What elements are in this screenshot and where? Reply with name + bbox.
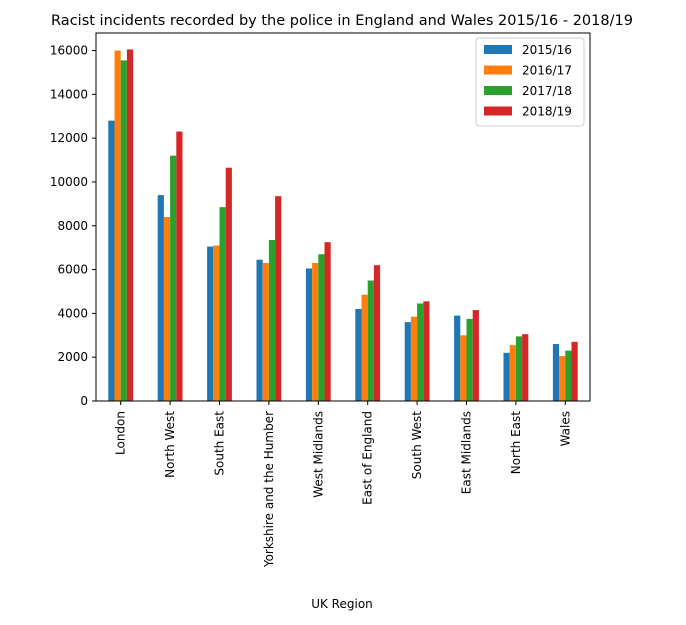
legend-swatch (484, 86, 512, 95)
legend-swatch (484, 106, 512, 116)
x-tick-label: Wales (558, 411, 572, 446)
bar-2017-18-north-east (515, 336, 523, 401)
bar-2018-19-south-east (225, 167, 232, 401)
bar-2017-18-south-west (417, 303, 424, 401)
x-tick-label: North West (163, 411, 177, 478)
bar-2017-18-wales (565, 350, 572, 401)
y-tick-label: 8000 (57, 219, 88, 233)
x-tick-label: West Midlands (311, 411, 325, 498)
x-tick-label: South East (213, 411, 227, 476)
bar-2015-16-east-of-england (355, 309, 362, 401)
bar-2018-19-north-east (522, 334, 529, 401)
x-axis-title: UK Region (311, 597, 373, 611)
bar-2016-17-wales (559, 356, 566, 401)
y-tick-label: 2000 (57, 350, 88, 364)
y-tick-label: 6000 (57, 263, 88, 277)
bar-2018-19-east-of-england (373, 265, 381, 401)
legend: 2015/16 2016/17 2017/18 2018/19 (475, 37, 585, 127)
legend-label: 2015/16 (522, 43, 572, 57)
bar-2015-16-wales (552, 344, 560, 401)
x-tick-label: North East (509, 411, 523, 475)
bar-2017-18-north-west (170, 155, 177, 401)
x-tick-label: London (114, 411, 128, 455)
bar-2015-16-east-midlands (454, 315, 461, 401)
bars-layer (108, 49, 578, 402)
bar-2016-17-south-west (410, 316, 418, 401)
y-tick-label: 4000 (57, 306, 88, 320)
bar-2017-18-west-midlands (318, 254, 325, 401)
y-tick-label: 12000 (50, 131, 88, 145)
bar-2015-16-west-midlands (305, 268, 313, 401)
legend-label: 2016/17 (522, 64, 572, 78)
bar-2018-19-london (126, 49, 134, 402)
y-tick-label: 16000 (50, 44, 88, 58)
bar-2018-19-north-west (176, 131, 183, 402)
bar-2018-19-yorkshire-and-the-humber (275, 196, 282, 401)
x-tick-label: South West (410, 411, 424, 479)
bar-2018-19-south-west (423, 301, 430, 401)
bar-2015-16-north-west (157, 195, 164, 401)
chart-title: Racist incidents recorded by the police … (51, 13, 633, 29)
bar-2016-17-west-midlands (312, 263, 319, 401)
y-axis: 0 2000 4000 6000 8000 10000 12000 14000 16000 (50, 44, 96, 408)
legend-swatch (484, 65, 512, 75)
bar-2018-19-west-midlands (324, 242, 331, 401)
bar-2016-17-london (114, 50, 121, 402)
bar-2016-17-yorkshire-and-the-humber (262, 263, 269, 401)
bar-2015-16-south-east (207, 246, 214, 401)
bar-2015-16-london (108, 120, 115, 401)
bar-2017-18-south-east (219, 207, 226, 401)
bar-2018-19-east-midlands (472, 310, 479, 401)
y-tick-label: 14000 (50, 87, 88, 101)
x-tick-label: East of England (361, 411, 375, 505)
bar-2016-17-north-west (163, 217, 171, 401)
x-axis: London North West South East Yorkshire and … (114, 401, 572, 568)
bar-2016-17-south-east (213, 245, 220, 401)
bar-2015-16-north-east (503, 352, 510, 401)
legend-swatch (484, 45, 512, 54)
bar-2018-19-wales (571, 341, 578, 401)
legend-box (475, 37, 585, 127)
bar-2017-18-london (120, 60, 127, 401)
bar-2017-18-east-of-england (367, 280, 374, 401)
bar-2016-17-east-of-england (361, 294, 368, 401)
y-tick-label: 0 (80, 394, 88, 408)
bar-2016-17-east-midlands (460, 335, 467, 401)
y-tick-label: 10000 (50, 175, 88, 189)
bar-2015-16-yorkshire-and-the-humber (256, 259, 263, 401)
bar-2017-18-east-midlands (466, 318, 473, 401)
bar-2016-17-north-east (509, 345, 516, 401)
plot-frame (95, 32, 591, 402)
x-tick-label: Yorkshire and the Humber (262, 411, 276, 568)
legend-label: 2017/18 (522, 84, 572, 98)
bar-2015-16-south-west (404, 322, 411, 401)
x-tick-label: East Midlands (460, 411, 474, 494)
legend-label: 2018/19 (522, 105, 572, 119)
bar-2017-18-yorkshire-and-the-humber (268, 240, 276, 401)
